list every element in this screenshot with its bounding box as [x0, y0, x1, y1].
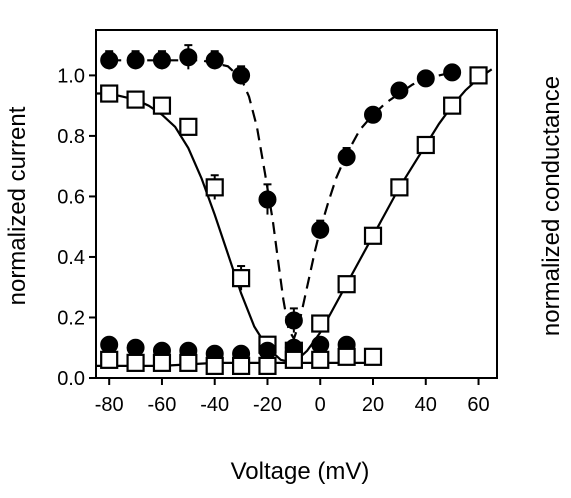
- y-tick-label: 0.0: [57, 368, 85, 390]
- data-point-circle: [337, 148, 356, 167]
- plot-area: [96, 44, 493, 375]
- data-point-square: [363, 226, 383, 245]
- data-point-square: [311, 314, 330, 333]
- data-point-square: [337, 275, 356, 294]
- data-point-square: [179, 353, 198, 372]
- y-tick-label: 0.8: [57, 126, 85, 148]
- data-point-circle: [284, 311, 303, 330]
- data-point-square: [205, 178, 224, 197]
- data-point-circle: [311, 220, 330, 239]
- data-point-square: [443, 96, 462, 115]
- x-tick-label: -80: [95, 394, 124, 416]
- data-point-square: [416, 135, 435, 155]
- x-axis-label: Voltage (mV): [231, 458, 370, 485]
- data-point-square: [469, 66, 488, 85]
- data-point-square: [311, 350, 330, 369]
- x-tick-label: 40: [415, 394, 437, 416]
- data-point-square: [126, 90, 145, 109]
- x-tick-label: -20: [253, 394, 282, 416]
- data-point-circle: [390, 81, 409, 100]
- data-point-circle: [126, 338, 145, 357]
- data-point-circle: [152, 51, 171, 70]
- data-point-circle: [416, 69, 435, 88]
- data-point-circle: [258, 190, 277, 209]
- data-point-square: [126, 353, 145, 372]
- data-point-square: [231, 269, 251, 288]
- data-point-circle: [126, 51, 145, 70]
- data-point-square: [337, 347, 356, 366]
- data-point-square: [152, 96, 172, 115]
- data-point-circle: [205, 51, 224, 70]
- data-point-circle: [364, 105, 383, 124]
- data-point-circle: [443, 63, 462, 82]
- data-point-square: [100, 84, 119, 103]
- axes: -80 -60 -40 -20 0 20 40 60 0.0 0.2 0.4 0.6 0.8 1.0: [57, 29, 498, 416]
- data-point-circle: [258, 341, 277, 360]
- data-point-square: [363, 347, 383, 366]
- data-point-circle: [311, 335, 330, 354]
- data-point-square: [258, 356, 277, 375]
- y-tick-label: 0.4: [57, 247, 85, 269]
- y-tick-label: 0.2: [57, 307, 85, 329]
- data-point-circle: [232, 66, 251, 85]
- x-tick-label: 60: [467, 394, 489, 416]
- x-tick-label: -60: [148, 394, 177, 416]
- y-tick-label: 0.6: [57, 186, 85, 208]
- data-point-circle: [179, 48, 198, 67]
- y-axis-label: normalized current: [4, 106, 31, 305]
- data-point-circle: [100, 51, 119, 70]
- data-point-square: [231, 356, 251, 375]
- data-point-square: [100, 350, 119, 369]
- x-tick-label: 20: [362, 394, 384, 416]
- data-point-square: [152, 353, 172, 372]
- data-point-square: [179, 117, 198, 136]
- y-tick-label: 1.0: [57, 65, 85, 87]
- plot-frame: [95, 29, 498, 379]
- data-point-square: [284, 350, 303, 369]
- x-tick-label: -40: [200, 394, 229, 416]
- data-point-circle: [100, 335, 119, 354]
- x-tick-label: 0: [315, 394, 326, 416]
- y2-axis-label: normalized conductance: [538, 76, 565, 336]
- data-point-square: [205, 356, 224, 375]
- data-point-square: [390, 178, 409, 197]
